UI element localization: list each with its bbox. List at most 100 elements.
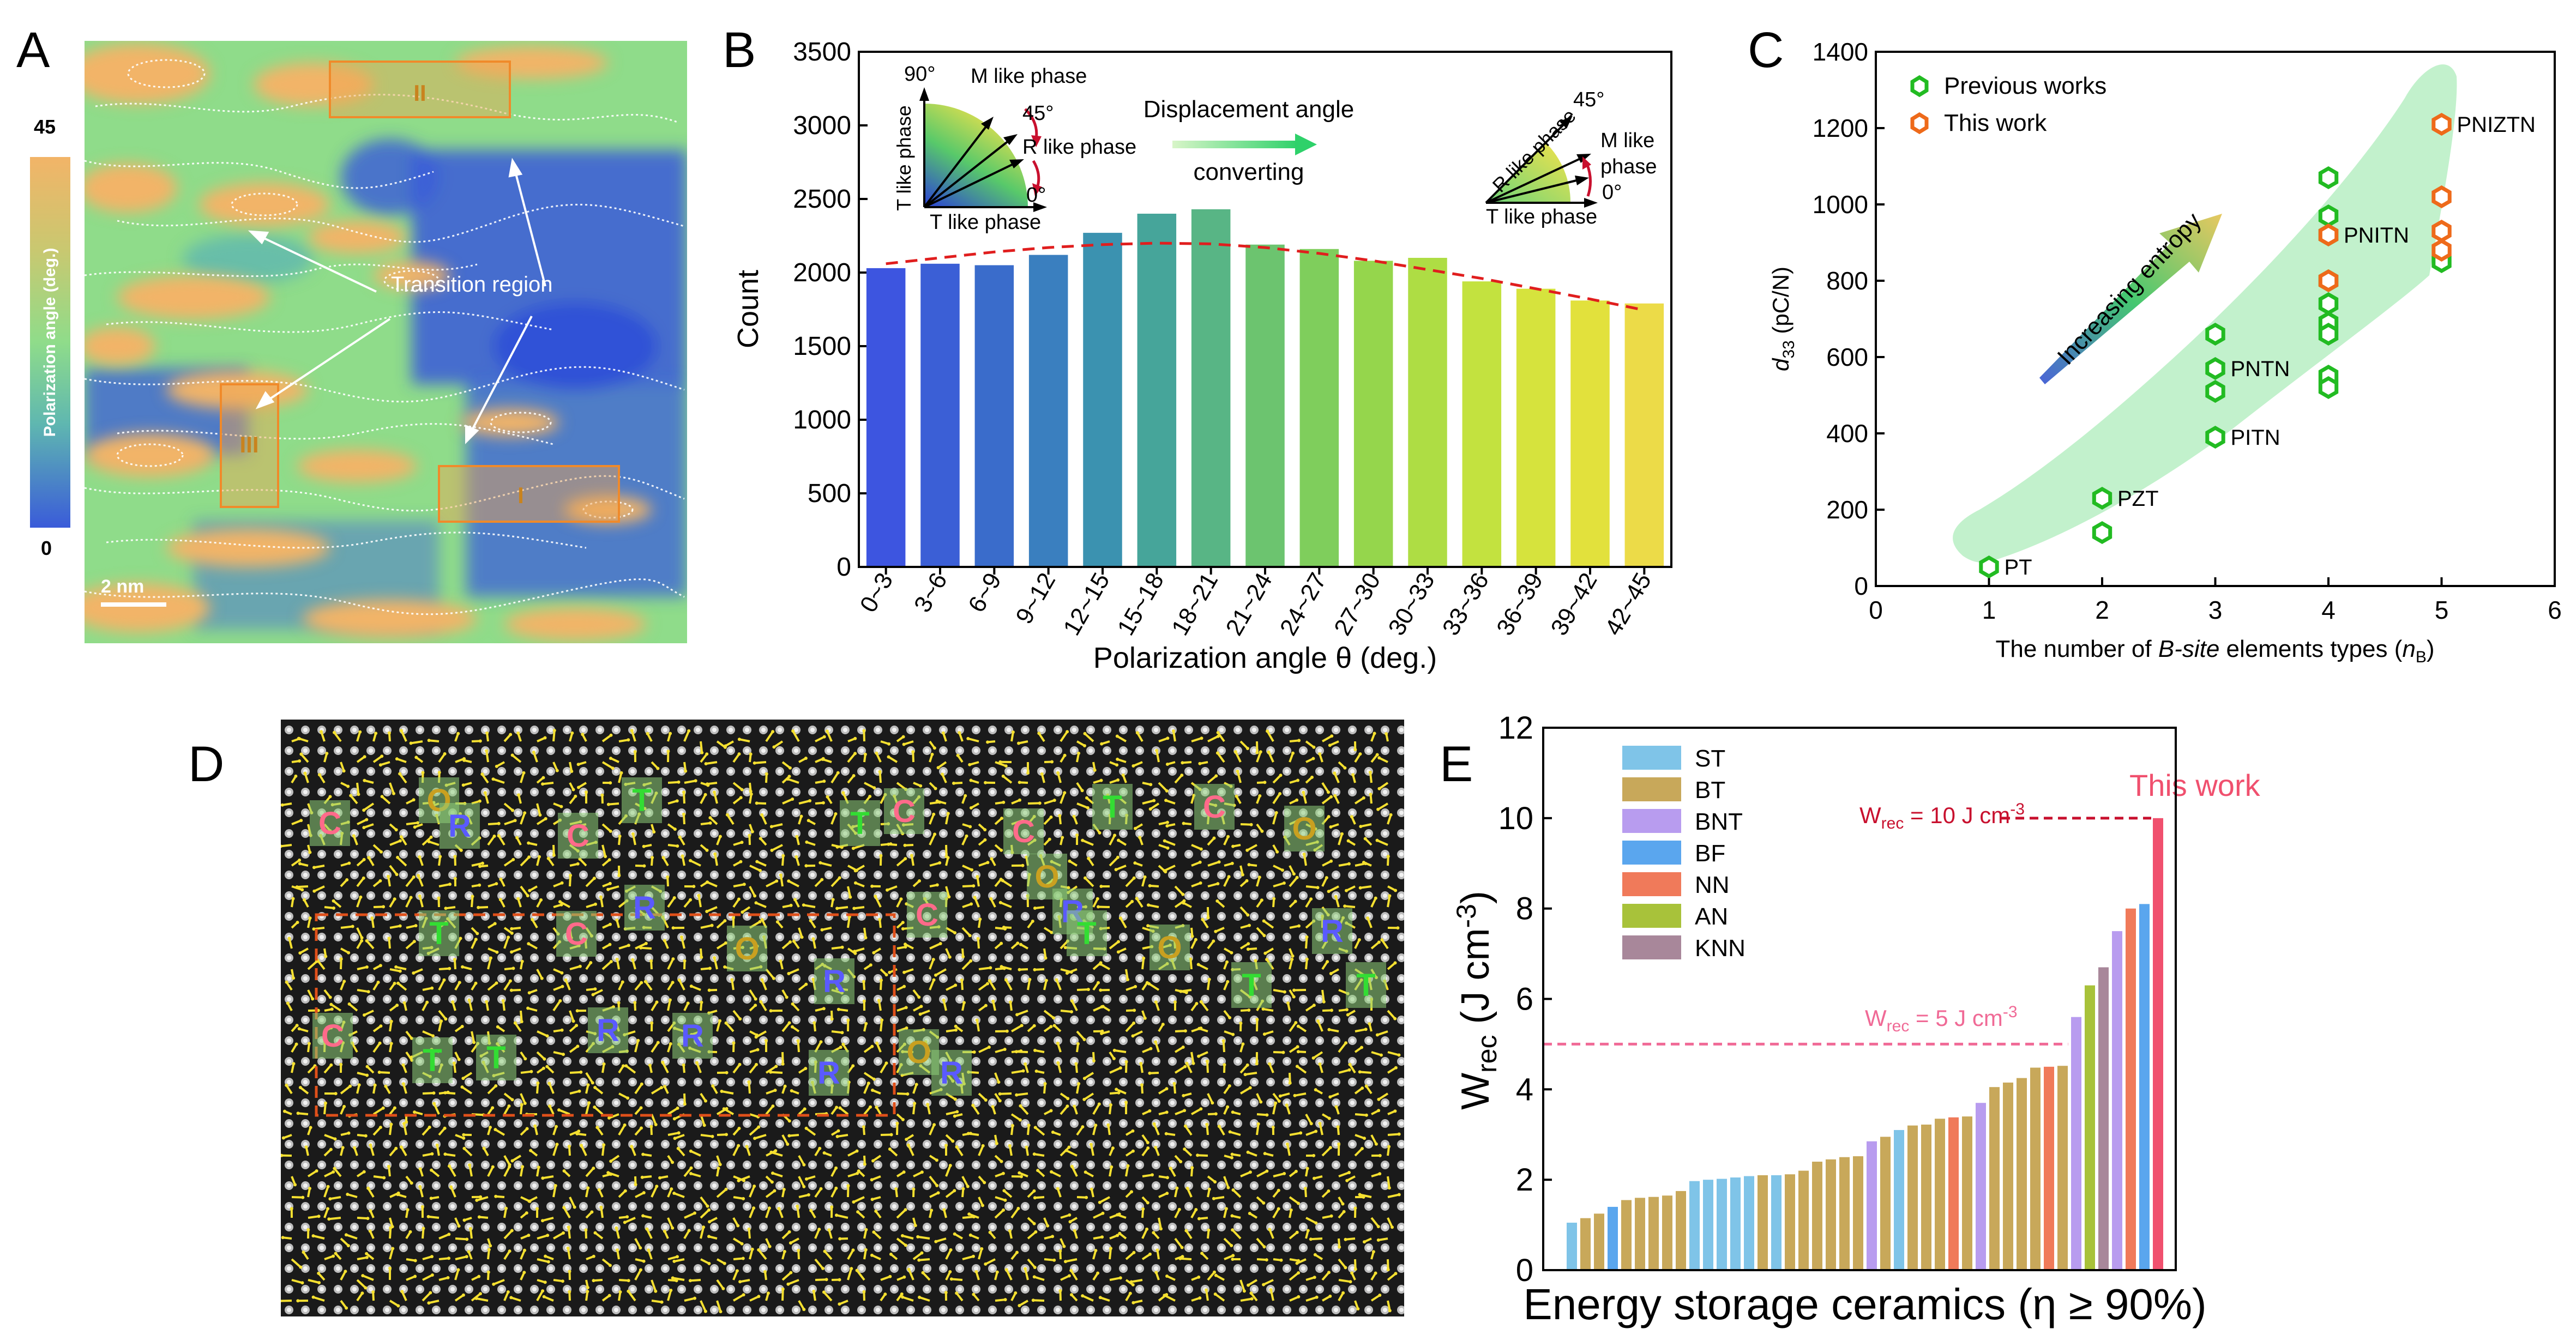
polarization-vector-head [962, 1001, 966, 1005]
polarization-vector [798, 800, 810, 805]
polarization-vector [363, 802, 375, 811]
polarization-vector [552, 730, 556, 742]
polarization-vector-head [656, 766, 660, 770]
polarization-vector-head [1353, 1206, 1357, 1210]
polarization-vector-head [1183, 1029, 1187, 1033]
polarization-vector-head [687, 1229, 691, 1233]
polarization-vector-head [669, 1042, 672, 1046]
polarization-vector [887, 885, 898, 891]
polarization-vector [781, 1022, 791, 1032]
polarization-vector-head [1151, 1173, 1154, 1177]
polarization-vector-head [391, 1247, 395, 1251]
polarization-vector [1305, 959, 1308, 970]
polarization-vector-head [394, 965, 398, 969]
x-tick-label: 36~39 [1491, 569, 1548, 641]
polarization-vector-head [1297, 739, 1301, 742]
polarization-vector-head [382, 1176, 386, 1180]
x-tick-label: 42~45 [1600, 569, 1657, 641]
polarization-vector-head [1246, 1150, 1250, 1154]
polarization-vector-head [953, 1114, 956, 1118]
polarization-vector-head [558, 900, 562, 904]
polarization-vector [1098, 905, 1110, 908]
polarization-vector-head [387, 874, 390, 878]
polarization-vector-head [967, 1212, 971, 1216]
polarization-vector-head [508, 1249, 511, 1253]
polarization-vector-head [1249, 1291, 1253, 1295]
polarization-vector [599, 897, 604, 908]
polarization-vector-head [970, 868, 974, 872]
polarization-vector-head [1221, 1039, 1225, 1043]
polarization-vector [1206, 1061, 1209, 1073]
polarization-vector-head [707, 988, 711, 992]
polarization-vector-head [952, 781, 955, 785]
polarization-vector [601, 823, 612, 832]
bar [1703, 1180, 1713, 1270]
polarization-vector-head [1081, 838, 1085, 842]
polarization-vector-head [1353, 1267, 1357, 1271]
polarization-vector-head [974, 1270, 978, 1273]
inset-left-45deg: 45° [1022, 102, 1054, 125]
polarization-vector-head [830, 1017, 834, 1021]
polarization-vector [1197, 1154, 1208, 1157]
polarization-vector-head [643, 980, 647, 983]
polarization-vector [1153, 1123, 1160, 1135]
polarization-vector [1175, 1109, 1185, 1115]
polarization-vector-head [1014, 1050, 1018, 1054]
polarization-vector-head [570, 770, 574, 773]
polarization-vector-head [1135, 897, 1139, 901]
y-tick-label: 12 [1498, 710, 1533, 746]
polarization-vector-head [334, 1092, 338, 1096]
polarization-vector-head [1291, 751, 1295, 755]
polarization-vector [1240, 1171, 1251, 1177]
polarization-vector [847, 1268, 853, 1280]
polarization-vector [1207, 1271, 1215, 1281]
polarization-vector [422, 1092, 434, 1095]
polarization-vector-head [597, 1188, 601, 1192]
polarization-vector-head [888, 970, 892, 974]
polarization-vector-head [300, 888, 304, 892]
polarization-vector [1338, 1279, 1351, 1283]
polarization-vector-head [577, 1089, 581, 1093]
polarization-vector [1338, 1042, 1347, 1053]
polarization-vector-head [1000, 817, 1003, 820]
polarization-vector-head [365, 939, 369, 943]
polarization-vector-head [624, 1064, 628, 1068]
polarization-vector [1354, 1259, 1357, 1270]
x-tick-label: 39~42 [1545, 569, 1602, 641]
polarization-vector-head [1002, 1208, 1005, 1212]
polarization-vector-head [497, 821, 501, 825]
polarization-vector-head [972, 1050, 976, 1054]
polarization-vector [625, 1065, 636, 1074]
polarization-vector-head [1306, 1229, 1310, 1233]
polarization-vector-head [707, 1208, 711, 1212]
polarization-vector-head [1063, 946, 1067, 950]
x-tick-label: 3~6 [909, 569, 953, 617]
polarization-vector-head [570, 731, 574, 735]
polarization-vector-head [953, 1097, 957, 1101]
polarization-vector-head [791, 798, 795, 801]
polarization-vector-head [1066, 730, 1069, 734]
inset-left-r-phase: R like phase [1022, 136, 1136, 159]
polarization-vector [1027, 802, 1040, 805]
polarization-vector-head [1302, 790, 1305, 794]
polarization-vector [994, 1209, 1004, 1219]
phase-label-bg [814, 958, 854, 1004]
polarization-vector [1387, 1193, 1400, 1198]
polarization-vector-head [294, 774, 298, 778]
y-axis-title: Wrec (J cm-3) [1451, 891, 1502, 1110]
polarization-vector [1158, 1217, 1162, 1229]
polarization-vector-head [1058, 814, 1062, 818]
polarization-vector-head [1341, 1202, 1345, 1206]
polarization-vector-head [989, 966, 992, 970]
polarization-vector-head [862, 980, 865, 983]
polarization-vector [755, 902, 767, 908]
polarization-vector [607, 1171, 619, 1177]
polarization-vector-head [540, 976, 544, 980]
polarization-vector-head [359, 895, 363, 899]
polarization-vector-head [683, 959, 687, 963]
polarization-vector-head [1206, 916, 1210, 920]
polarization-vector-head [1062, 1245, 1066, 1248]
polarization-vector-head [1394, 1272, 1398, 1276]
point-previous-work [2092, 521, 2112, 545]
polarization-vector-head [1215, 751, 1219, 755]
